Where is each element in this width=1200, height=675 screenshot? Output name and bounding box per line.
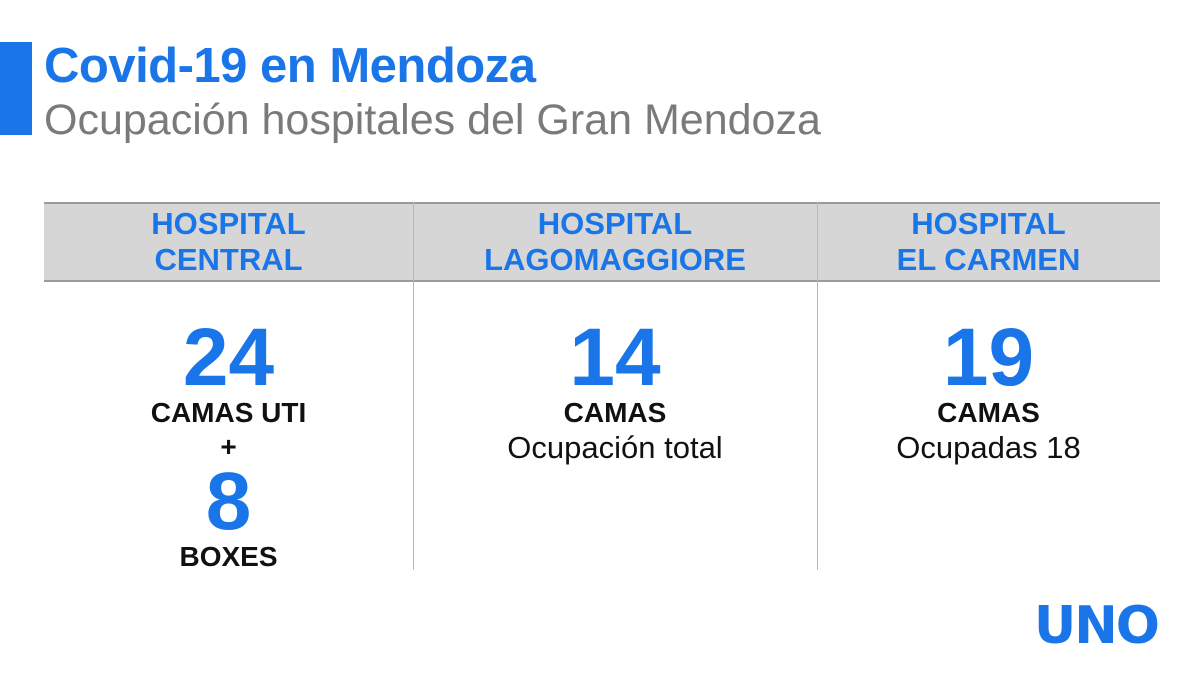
hospital-central-header: HOSPITAL CENTRAL xyxy=(44,204,413,280)
hospital-lagomaggiore-name-line2: LAGOMAGGIORE xyxy=(484,242,746,277)
hospital-central-name-line2: CENTRAL xyxy=(154,242,303,277)
column-divider xyxy=(413,202,414,570)
hospital-el-carmen-header: HOSPITAL EL CARMEN xyxy=(817,204,1160,280)
hospital-el-carmen-data: 19 CAMAS Ocupadas 18 xyxy=(817,312,1160,466)
central-uti-beds-count: 24 xyxy=(182,312,275,403)
central-boxes-label: BOXES xyxy=(179,541,278,572)
el-carmen-occupancy-note: Ocupadas 18 xyxy=(896,430,1081,465)
hospital-el-carmen-name-line2: EL CARMEN xyxy=(896,242,1081,277)
page-subtitle: Ocupación hospitales del Gran Mendoza xyxy=(44,96,821,144)
hospital-central-name-line1: HOSPITAL xyxy=(151,206,306,241)
hospital-lagomaggiore-header: HOSPITAL LAGOMAGGIORE xyxy=(413,204,817,280)
table-header-row: HOSPITAL CENTRAL HOSPITAL LAGOMAGGIORE H… xyxy=(44,202,1160,282)
hospital-el-carmen-name-line1: HOSPITAL xyxy=(911,206,1066,241)
central-boxes-count: 8 xyxy=(205,456,252,547)
hospital-occupancy-table: HOSPITAL CENTRAL HOSPITAL LAGOMAGGIORE H… xyxy=(44,202,1160,572)
lagomaggiore-occupancy-note: Ocupación total xyxy=(507,430,723,465)
title-accent-bar xyxy=(0,42,32,135)
lagomaggiore-beds-label: CAMAS xyxy=(563,397,667,428)
central-uti-beds-label: CAMAS UTI xyxy=(150,397,307,428)
hospital-lagomaggiore-name-line1: HOSPITAL xyxy=(537,206,693,241)
hospital-lagomaggiore-data: 14 CAMAS Ocupación total xyxy=(413,312,817,466)
column-divider xyxy=(817,202,818,570)
el-carmen-beds-count: 19 xyxy=(942,312,1035,403)
hospital-central-data: 24 CAMAS UTI + 8 BOXES xyxy=(44,312,413,574)
central-plus-sign: + xyxy=(220,431,237,462)
el-carmen-beds-label: CAMAS xyxy=(937,397,1040,428)
uno-logo: UNO xyxy=(1034,596,1160,656)
page-title: Covid-19 en Mendoza xyxy=(44,39,536,93)
lagomaggiore-beds-count: 14 xyxy=(569,312,661,403)
